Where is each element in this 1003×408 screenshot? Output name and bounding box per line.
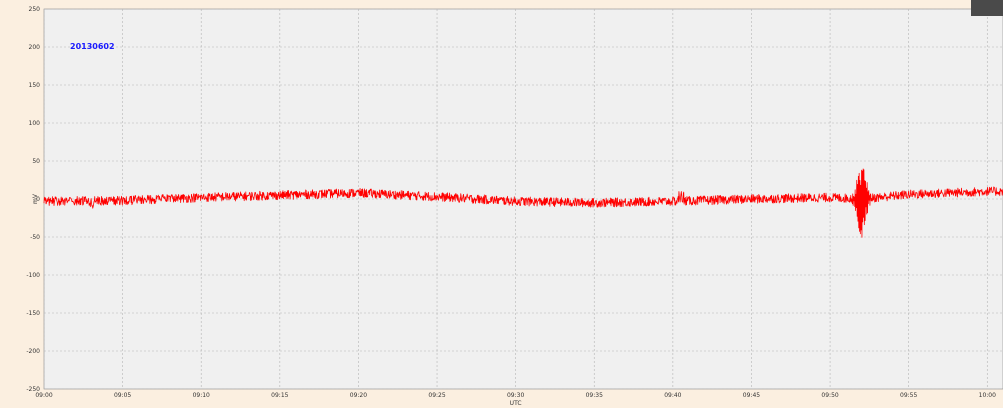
chart-title: 20130602 <box>70 42 115 51</box>
y-tick-label: -200 <box>26 348 40 355</box>
y-tick-label: -100 <box>26 272 40 279</box>
y-tick-label: 100 <box>29 120 41 127</box>
y-tick-labels: 250 200 150 100 50 0 -50 -100 -150 -200 -250 <box>26 6 40 393</box>
x-tick-label: 09:45 <box>743 392 760 399</box>
x-tick-label: 09:05 <box>114 392 131 399</box>
x-tick-label: 09:10 <box>193 392 210 399</box>
x-tick-label: 09:55 <box>900 392 917 399</box>
series-line <box>43 168 1003 238</box>
x-tick-label: 09:15 <box>271 392 288 399</box>
y-tick-label: 150 <box>29 82 41 89</box>
y-tick-label: 200 <box>29 44 41 51</box>
y-tick-label: -250 <box>26 386 40 393</box>
corner-block <box>971 0 1003 16</box>
x-tick-label: 09:30 <box>507 392 524 399</box>
y-axis-label: mV <box>32 193 39 204</box>
y-tick-label: 50 <box>32 158 40 165</box>
y-tick-label: -150 <box>26 310 40 317</box>
x-tick-label: 09:25 <box>428 392 445 399</box>
x-tick-label: 10:00 <box>979 392 996 399</box>
x-tick-label: 09:35 <box>586 392 603 399</box>
x-tick-label: 09:00 <box>35 392 52 399</box>
y-tick-label: -50 <box>30 234 40 241</box>
x-tick-label: 09:20 <box>350 392 367 399</box>
x-tick-label: 09:50 <box>821 392 838 399</box>
x-axis-label: UTC <box>510 400 522 407</box>
x-tick-label: 09:40 <box>664 392 681 399</box>
y-tick-label: 250 <box>29 6 41 13</box>
x-tick-labels: 09:00 09:05 09:10 09:15 09:20 09:25 09:30 09:35… <box>35 392 996 399</box>
y-tick-label: 0 <box>36 196 40 203</box>
